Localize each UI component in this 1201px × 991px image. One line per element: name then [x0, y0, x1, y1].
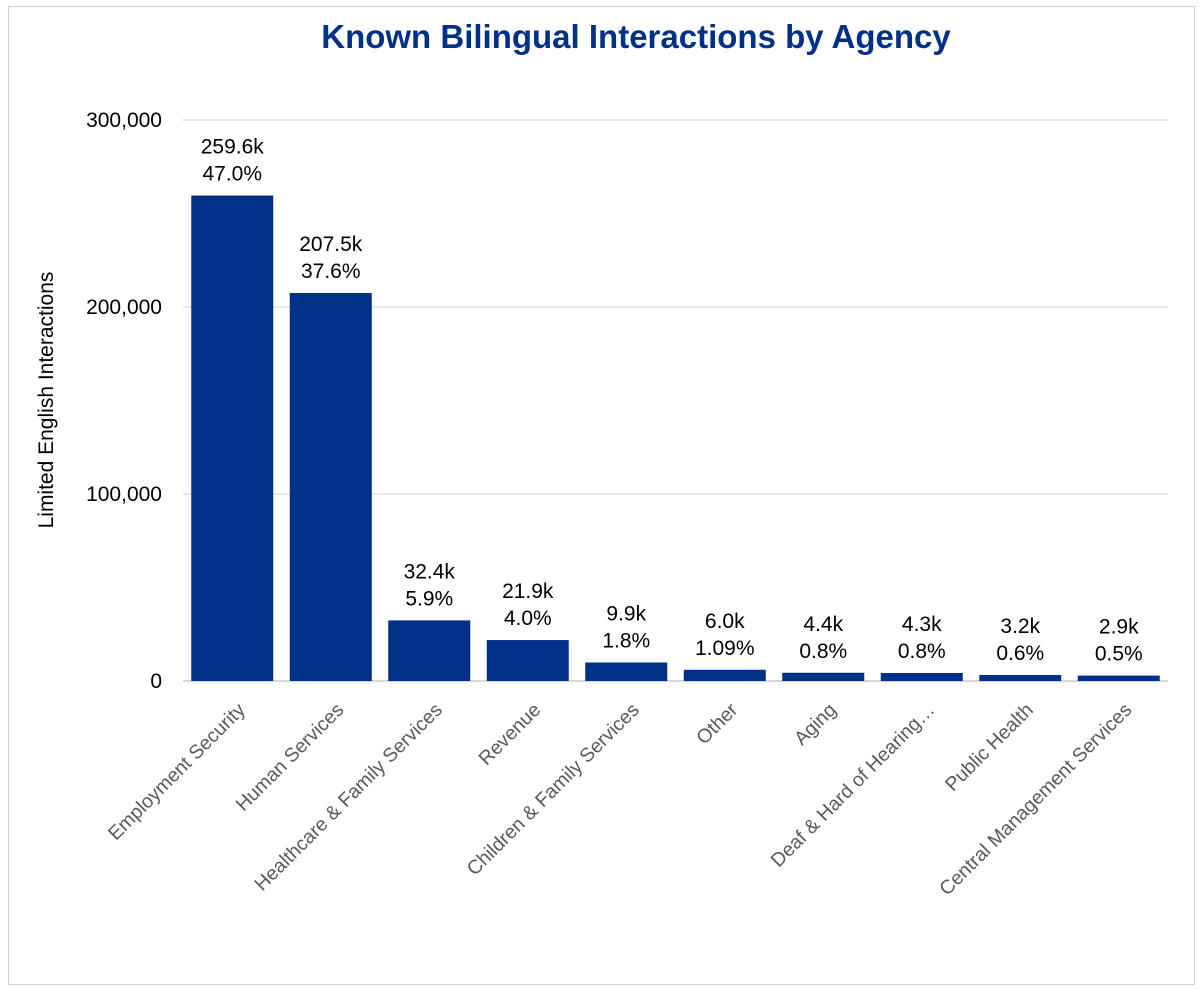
y-axis-ticks: 0 100,000 200,000 300,000	[86, 109, 162, 693]
chart-title: Known Bilingual Interactions by Agency	[321, 18, 951, 55]
value-label: 21.9k	[502, 580, 554, 603]
percent-label: 0.6%	[996, 642, 1044, 665]
bar	[486, 640, 569, 681]
bar	[782, 672, 865, 681]
category-label: Deaf & Hard of Hearing…	[767, 699, 940, 872]
category-label: Other	[692, 699, 742, 749]
percent-label: 37.6%	[301, 260, 361, 283]
percent-label: 47.0%	[202, 163, 262, 186]
bar	[289, 292, 372, 681]
value-label: 9.9k	[606, 602, 646, 625]
category-label: Healthcare & Family Services	[250, 699, 447, 896]
category-label: Children & Family Services	[463, 699, 644, 880]
bar	[585, 662, 668, 681]
value-label: 2.9k	[1099, 616, 1139, 639]
bar	[388, 620, 471, 681]
percent-label: 0.5%	[1095, 643, 1143, 666]
category-label: Employment Security	[104, 699, 250, 845]
bar	[191, 195, 274, 681]
percent-label: 1.09%	[695, 637, 755, 660]
category-label: Public Health	[941, 699, 1038, 796]
category-label: Central Management Services	[935, 699, 1136, 900]
percent-label: 1.8%	[602, 629, 650, 652]
bar	[1077, 675, 1160, 681]
percent-label: 0.8%	[898, 640, 946, 663]
value-label: 207.5k	[299, 233, 363, 256]
y-tick-label: 300,000	[86, 109, 162, 132]
value-label: 4.4k	[803, 613, 843, 636]
bars	[191, 195, 1160, 681]
bar	[880, 672, 963, 681]
value-label: 259.6k	[201, 136, 265, 159]
value-label: 6.0k	[705, 610, 745, 633]
y-tick-label: 100,000	[86, 483, 162, 506]
value-label: 3.2k	[1000, 615, 1040, 638]
category-label: Revenue	[475, 699, 546, 770]
bar	[979, 675, 1062, 681]
value-label: 32.4k	[404, 560, 456, 583]
percent-label: 4.0%	[504, 607, 552, 630]
percent-label: 0.8%	[799, 640, 847, 663]
percent-label: 5.9%	[405, 587, 453, 610]
y-tick-label: 0	[150, 670, 162, 693]
bar	[683, 669, 766, 681]
value-label: 4.3k	[902, 613, 942, 636]
category-label: Aging	[790, 699, 841, 750]
y-axis-title: Limited English Interactions	[35, 272, 58, 529]
data-labels: 47.0% 259.6k 37.6% 207.5k 5.9% 32.4k 4.0% 21.9k…	[201, 136, 1143, 666]
y-tick-label: 200,000	[86, 296, 162, 319]
